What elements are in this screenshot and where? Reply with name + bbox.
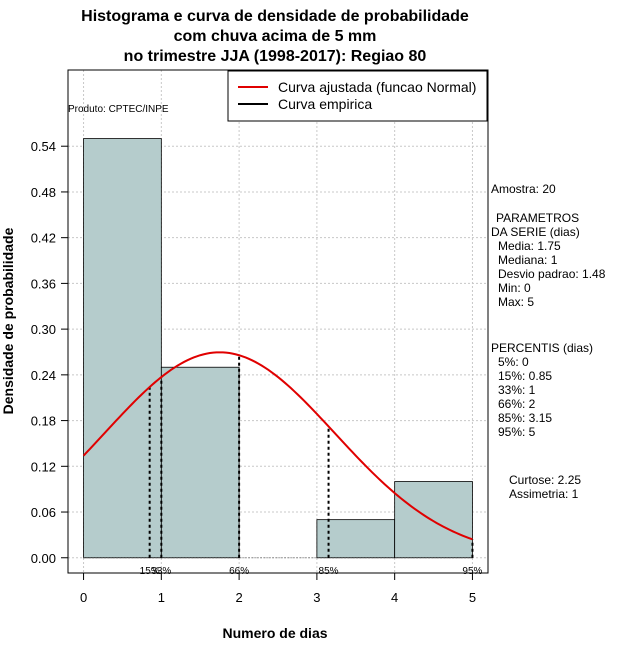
chart-title-line-3: no trimestre JJA (1998-2017): Regiao 80 xyxy=(124,48,427,65)
histogram-bars xyxy=(83,138,473,559)
y-axis: 0.00 0.06 0.12 0.18 0.24 0.30 0.36 0.42 0.48 0.54 xyxy=(31,139,69,566)
y-tick-label: 0.24 xyxy=(31,368,56,383)
param-line: Desvio padrao: 1.48 xyxy=(498,267,606,281)
x-axis: 0 1 2 3 4 5 xyxy=(80,572,476,605)
params-title: PARAMETROS xyxy=(496,211,579,225)
stats-panel: Amostra: 20 PARAMETROS DA SERIE (dias) M… xyxy=(491,182,606,501)
x-tick-label: 4 xyxy=(391,590,398,605)
percentile-label: 95% xyxy=(462,566,482,577)
assimetria: Assimetria: 1 xyxy=(509,487,579,501)
y-tick-label: 0.12 xyxy=(31,459,56,474)
y-tick-label: 0.30 xyxy=(31,322,56,337)
legend-label-normal: Curva ajustada (funcao Normal) xyxy=(278,79,476,95)
chart-title-line-2: com chuva acima de 5 mm xyxy=(174,28,377,45)
histogram-bar xyxy=(394,481,473,559)
param-line: Max: 5 xyxy=(498,295,534,309)
y-tick-label: 0.48 xyxy=(31,185,56,200)
percentil-line: 85%: 3.15 xyxy=(498,411,552,425)
y-tick-label: 0.18 xyxy=(31,414,56,429)
histogram-bar xyxy=(83,138,162,559)
param-line: Min: 0 xyxy=(498,281,531,295)
percentile-label: 85% xyxy=(319,566,339,577)
curtose: Curtose: 2.25 xyxy=(509,473,581,487)
normal-curve xyxy=(82,351,473,541)
percentil-line: 33%: 1 xyxy=(498,383,536,397)
normal-curve-layer xyxy=(82,351,473,541)
percentil-line: 95%: 5 xyxy=(498,425,536,439)
histogram-bar xyxy=(160,366,240,559)
x-tick-label: 3 xyxy=(313,590,320,605)
y-tick-label: 0.42 xyxy=(31,231,56,246)
param-line: Mediana: 1 xyxy=(498,253,558,267)
legend: Curva ajustada (funcao Normal) Curva emp… xyxy=(227,70,488,122)
legend-label-empirical: Curva empirica xyxy=(278,96,372,112)
x-tick-label: 2 xyxy=(235,590,242,605)
percentile-label: 15% xyxy=(140,566,160,577)
percentile-label: 33% xyxy=(151,566,171,577)
legend-box xyxy=(227,70,488,122)
product-label: Produto: CPTEC/INPE xyxy=(68,104,169,115)
y-tick-label: 0.36 xyxy=(31,276,56,291)
percentil-line: 15%: 0.85 xyxy=(498,369,552,383)
y-axis-title: Densidade de probabilidade xyxy=(0,227,16,414)
chart-title-line-1: Histograma e curva de densidade de proba… xyxy=(81,8,469,25)
x-axis-title: Numero de dias xyxy=(222,625,327,641)
x-tick-label: 0 xyxy=(80,590,87,605)
y-tick-label: 0.00 xyxy=(31,551,56,566)
y-tick-label: 0.06 xyxy=(31,505,56,520)
histogram-bar xyxy=(316,519,396,559)
percentis-title: PERCENTIS (dias) xyxy=(491,341,593,355)
x-tick-label: 1 xyxy=(158,590,165,605)
percentil-line: 5%: 0 xyxy=(498,355,529,369)
param-line: Media: 1.75 xyxy=(498,239,561,253)
percentile-markers: 15%33% 66% 85% 95% xyxy=(140,355,483,577)
params-subtitle: DA SERIE (dias) xyxy=(491,225,580,239)
y-tick-label: 0.54 xyxy=(31,139,56,154)
sample-size: Amostra: 20 xyxy=(491,182,556,196)
x-tick-label: 5 xyxy=(469,590,476,605)
percentile-label: 66% xyxy=(229,566,249,577)
percentil-line: 66%: 2 xyxy=(498,397,536,411)
